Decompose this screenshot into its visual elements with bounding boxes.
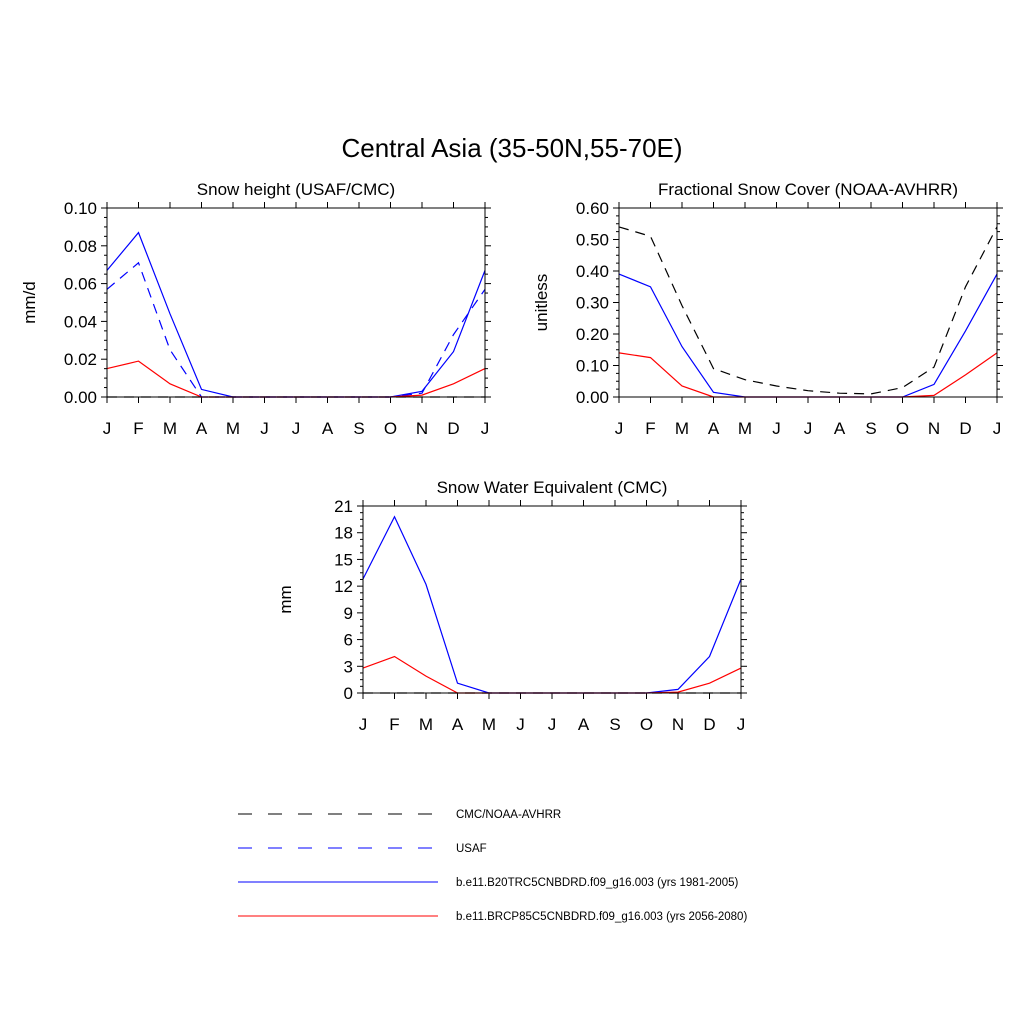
x-tick-label: A	[322, 419, 334, 438]
x-tick-label: J	[772, 419, 781, 438]
x-tick-label: D	[703, 715, 715, 734]
x-tick-label: J	[737, 715, 746, 734]
x-tick-label: S	[353, 419, 364, 438]
y-tick-label: 3	[344, 657, 353, 676]
x-tick-label: N	[928, 419, 940, 438]
y-tick-label: 0.08	[64, 237, 97, 256]
figure-title: Central Asia (35-50N,55-70E)	[341, 133, 682, 163]
x-tick-label: O	[640, 715, 653, 734]
series-line-2	[362, 515, 742, 694]
legend-label: b.e11.B20TRC5CNBDRD.f09_g16.003 (yrs 198…	[456, 877, 738, 889]
x-tick-label: J	[359, 715, 368, 734]
x-tick-label: J	[103, 419, 112, 438]
x-tick-label: M	[738, 419, 752, 438]
y-tick-label: 12	[334, 577, 353, 596]
y-tick-label: 0.40	[576, 262, 609, 281]
y-tick-label: 15	[334, 550, 353, 569]
x-tick-label: A	[452, 715, 464, 734]
y-tick-label: 0.04	[64, 312, 97, 331]
x-tick-label: A	[196, 419, 208, 438]
panels: Snow height (USAF/CMC) mm/d 0.00 0.02 0.04 0.…	[20, 180, 1003, 734]
x-tick-label: D	[447, 419, 459, 438]
y-tick-label: 0.10	[64, 199, 97, 218]
x-tick-label: J	[615, 419, 624, 438]
x-tick-label: M	[419, 715, 433, 734]
x-tick-label: N	[416, 419, 428, 438]
x-tick-label: M	[482, 715, 496, 734]
x-tick-label: A	[708, 419, 720, 438]
y-tick-label: 0.02	[64, 350, 97, 369]
plot-frame	[618, 207, 998, 398]
x-tick-label: D	[959, 419, 971, 438]
x-tick-label: J	[292, 419, 301, 438]
series-line-3	[362, 655, 742, 694]
x-tick-label: M	[163, 419, 177, 438]
x-tick-label: M	[226, 419, 240, 438]
legend-label: CMC/NOAA-AVHRR	[456, 809, 561, 821]
y-tick-label: 9	[344, 604, 353, 623]
legend-item-3: b.e11.B20TRC5CNBDRD.f09_g16.003 (yrs 198…	[238, 877, 738, 889]
y-axis-label: unitless	[532, 274, 551, 332]
series-line-1	[618, 226, 998, 395]
x-tick-label: A	[578, 715, 590, 734]
x-tick-label: S	[865, 419, 876, 438]
plot-frame	[106, 207, 486, 398]
chart-panel-2: Fractional Snow Cover (NOAA-AVHRR) unitle…	[532, 180, 1003, 438]
x-tick-label: O	[896, 419, 909, 438]
x-tick-label: F	[389, 715, 399, 734]
y-tick-label: 0.00	[576, 388, 609, 407]
chart-title: Fractional Snow Cover (NOAA-AVHRR)	[658, 180, 958, 199]
plot-frame	[362, 505, 742, 694]
y-tick-label: 21	[334, 497, 353, 516]
x-tick-label: J	[804, 419, 813, 438]
x-tick-label: S	[609, 715, 620, 734]
x-tick-label: F	[645, 419, 655, 438]
x-tick-label: J	[260, 419, 269, 438]
series-line-4	[106, 360, 486, 398]
chart-title: Snow height (USAF/CMC)	[197, 180, 395, 199]
x-tick-label: N	[672, 715, 684, 734]
x-tick-label: J	[993, 419, 1002, 438]
x-tick-label: J	[516, 715, 525, 734]
y-tick-label: 0.60	[576, 199, 609, 218]
y-tick-label: 0.30	[576, 294, 609, 313]
y-tick-label: 0	[344, 684, 353, 703]
x-tick-label: M	[675, 419, 689, 438]
x-tick-label: J	[548, 715, 557, 734]
legend-label: USAF	[456, 843, 487, 855]
x-tick-label: O	[384, 419, 397, 438]
y-axis-label: mm/d	[20, 281, 39, 324]
y-tick-label: 0.20	[576, 325, 609, 344]
y-tick-label: 0.06	[64, 275, 97, 294]
legend-label: b.e11.BRCP85C5CNBDRD.f09_g16.003 (yrs 20…	[456, 911, 747, 923]
legend-item-1: CMC/NOAA-AVHRR	[238, 809, 561, 821]
series-line-3	[106, 231, 486, 398]
y-tick-label: 0.50	[576, 231, 609, 250]
y-tick-label: 6	[344, 631, 353, 650]
x-tick-label: A	[834, 419, 846, 438]
chart-panel-1: Snow height (USAF/CMC) mm/d 0.00 0.02 0.04 0.…	[20, 180, 491, 438]
y-tick-label: 0.00	[64, 388, 97, 407]
legend-item-2: USAF	[238, 843, 487, 855]
y-tick-label: 0.10	[576, 357, 609, 376]
legend-item-4: b.e11.BRCP85C5CNBDRD.f09_g16.003 (yrs 20…	[238, 911, 747, 923]
y-axis-label: mm	[276, 585, 295, 613]
chart-panel-3: Snow Water Equivalent (CMC) mm 0 3 6 9 12 15 18 2…	[276, 478, 747, 734]
series-line-2	[106, 261, 486, 398]
y-tick-label: 18	[334, 524, 353, 543]
chart-title: Snow Water Equivalent (CMC)	[437, 478, 668, 497]
x-tick-label: F	[133, 419, 143, 438]
x-tick-label: J	[481, 419, 490, 438]
legend: CMC/NOAA-AVHRR USAF b.e11.B20TRC5CNBDRD.f0…	[238, 809, 747, 923]
